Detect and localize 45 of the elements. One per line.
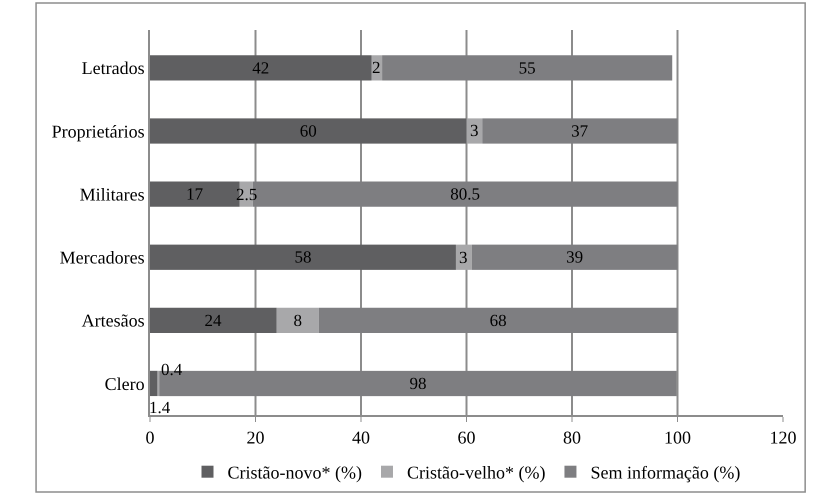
bar bbox=[382, 55, 672, 80]
y-tick-label: Artesãos bbox=[82, 310, 145, 331]
data-label: 17 bbox=[186, 184, 204, 204]
y-tick-label: Clero bbox=[104, 374, 145, 394]
data-label: 8 bbox=[293, 310, 302, 330]
bar bbox=[456, 244, 472, 270]
legend-label: Cristão-novo* (%) bbox=[228, 462, 362, 483]
x-tick-label: 20 bbox=[246, 427, 264, 448]
data-label: 1.4 bbox=[149, 398, 171, 417]
data-label: 80.5 bbox=[450, 184, 480, 204]
bar bbox=[276, 308, 319, 333]
x-tick-label: 0 bbox=[146, 427, 154, 448]
data-label: 55 bbox=[518, 58, 536, 78]
bar bbox=[150, 55, 372, 80]
x-tick-label: 120 bbox=[770, 427, 796, 448]
bar bbox=[482, 118, 678, 144]
x-tick-label: 60 bbox=[458, 427, 476, 448]
data-label: 37 bbox=[571, 121, 589, 140]
data-label: 68 bbox=[490, 310, 507, 330]
data-label: 98 bbox=[409, 374, 426, 393]
x-tick-label: 100 bbox=[664, 427, 691, 448]
bar bbox=[150, 370, 158, 396]
legend-label: Sem informação (%) bbox=[590, 462, 740, 483]
bar bbox=[150, 308, 277, 333]
x-tick-label: 40 bbox=[352, 427, 370, 448]
y-tick-label: Letrados bbox=[82, 58, 145, 78]
bar bbox=[472, 244, 678, 270]
data-label: 3 bbox=[470, 121, 478, 140]
data-label: 0.4 bbox=[161, 360, 183, 379]
y-tick-label: Militares bbox=[80, 184, 145, 204]
bar bbox=[318, 308, 678, 333]
data-label: 60 bbox=[300, 121, 317, 140]
data-label: 42 bbox=[252, 58, 270, 78]
legend-label: Cristão-velho* (%) bbox=[406, 462, 546, 483]
bar bbox=[150, 118, 466, 144]
data-label: 58 bbox=[294, 248, 312, 267]
data-label: 2 bbox=[372, 58, 380, 77]
data-label: 2.5 bbox=[236, 185, 258, 204]
data-label: 39 bbox=[566, 248, 584, 267]
x-tick-label: 80 bbox=[563, 427, 581, 448]
y-tick-label: Proprietários bbox=[52, 121, 145, 142]
data-label: 3 bbox=[459, 248, 468, 267]
bar bbox=[150, 244, 456, 270]
y-tick-label: Mercadores bbox=[60, 248, 145, 268]
data-label: 24 bbox=[204, 310, 222, 330]
